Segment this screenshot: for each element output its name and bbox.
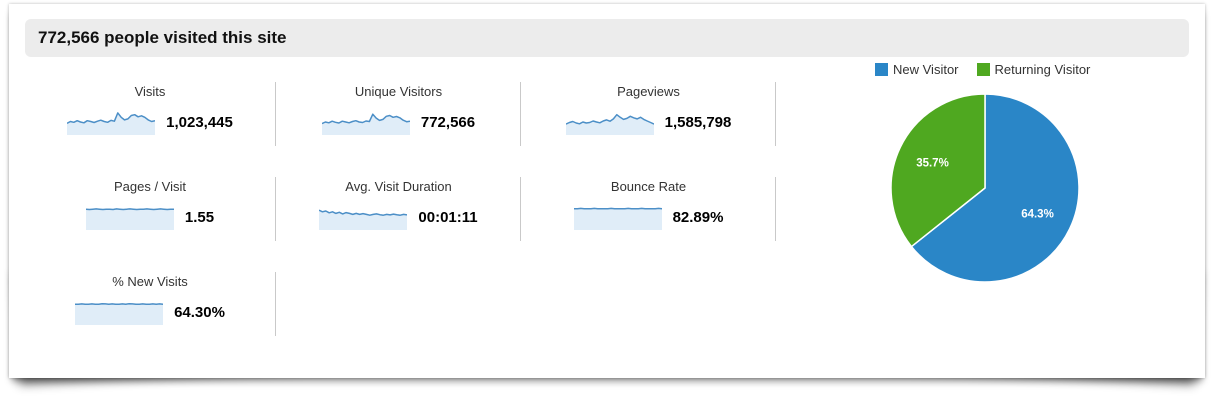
- sparkline-bounce-rate: [573, 207, 662, 230]
- pie-legend: New Visitor Returning Visitor: [875, 62, 1090, 77]
- legend-label: Returning Visitor: [994, 62, 1091, 77]
- metric-label: Bounce Rate: [610, 179, 687, 194]
- sparkline-percent-new-visits: [75, 302, 164, 325]
- overview-panel: 772,566 people visited this site Visits …: [9, 4, 1205, 378]
- sparkline-avg-visit-duration: [319, 209, 408, 230]
- metrics-grid: Visits 1,023,445 Unique Visitors 772,566…: [24, 78, 776, 353]
- metric-value: 64.30%: [174, 303, 225, 321]
- metric-label: % New Visits: [112, 274, 188, 289]
- metric-value: 1.55: [184, 208, 215, 226]
- metric-label: Unique Visitors: [354, 84, 443, 99]
- metric-bounce-rate[interactable]: Bounce Rate 82.89%: [521, 173, 776, 268]
- legend-label: New Visitor: [893, 62, 959, 77]
- metric-value: 00:01:11: [418, 208, 478, 226]
- metric-pages-per-visit[interactable]: Pages / Visit 1.55: [24, 173, 276, 268]
- legend-item-returning-visitor: Returning Visitor: [976, 62, 1091, 77]
- metric-label: Visits: [134, 84, 166, 99]
- header-bar: 772,566 people visited this site: [25, 19, 1189, 57]
- metric-value: 772,566: [420, 113, 476, 131]
- sparkline-pageviews: [565, 113, 654, 135]
- metric-unique-visitors[interactable]: Unique Visitors 772,566: [276, 78, 521, 173]
- metric-pageviews[interactable]: Pageviews 1,585,798: [521, 78, 776, 173]
- svg-text:64.3%: 64.3%: [1021, 208, 1054, 220]
- metric-value: 1,585,798: [664, 113, 732, 131]
- returning-visitor-swatch-icon: [976, 63, 990, 76]
- metric-label: Pages / Visit: [113, 179, 187, 194]
- visitor-type-pie-chart: 64.3% 35.7%: [890, 93, 1080, 283]
- metric-value: 82.89%: [672, 208, 724, 226]
- metric-label: Avg. Visit Duration: [345, 179, 452, 194]
- new-visitor-swatch-icon: [875, 63, 888, 76]
- metric-value: 1,023,445: [166, 113, 233, 131]
- svg-text:35.7%: 35.7%: [916, 158, 949, 170]
- legend-item-new-visitor: New Visitor: [875, 62, 959, 77]
- page-title: 772,566 people visited this site: [38, 28, 287, 47]
- sparkline-unique-visitors: [321, 113, 410, 135]
- metric-avg-visit-duration[interactable]: Avg. Visit Duration 00:01:11: [276, 173, 521, 268]
- metric-label: Pageviews: [617, 84, 680, 99]
- metric-percent-new-visits[interactable]: % New Visits 64.30%: [24, 268, 276, 353]
- metric-visits[interactable]: Visits 1,023,445: [24, 78, 276, 173]
- sparkline-pages-per-visit: [85, 208, 174, 230]
- sparkline-visits: [67, 112, 156, 135]
